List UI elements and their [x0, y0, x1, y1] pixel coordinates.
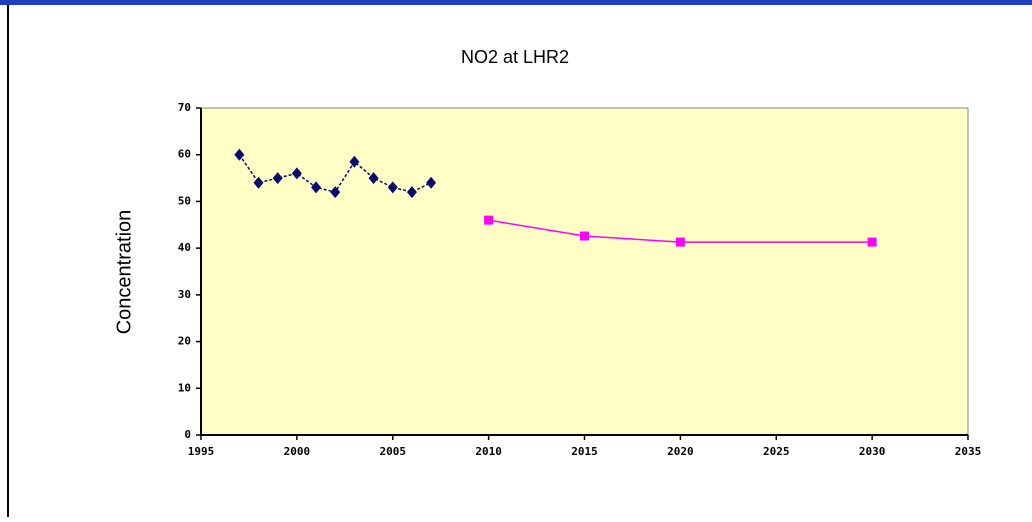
point: [291, 167, 302, 180]
chart-title: NO2 at LHR2: [461, 47, 569, 67]
point: [234, 148, 245, 161]
top-border: [0, 0, 1032, 5]
point: [368, 172, 379, 185]
y-tick-label: 30: [178, 288, 191, 301]
y-tick-label: 40: [178, 241, 191, 254]
point: [580, 231, 589, 241]
point: [675, 237, 685, 247]
point: [867, 237, 877, 247]
point: [311, 181, 322, 194]
x-tick-label: 2035: [955, 445, 982, 458]
y-tick-label: 0: [184, 428, 191, 441]
x-tick-label: 2005: [380, 445, 407, 458]
x-tick-label: 2000: [284, 445, 311, 458]
point: [349, 155, 360, 168]
point: [330, 186, 341, 199]
x-tick-label: 2020: [667, 445, 694, 458]
y-tick-label: 10: [178, 381, 191, 394]
plot-area: [200, 107, 969, 436]
x-tick-label: 2015: [571, 445, 598, 458]
point: [484, 215, 494, 225]
y-tick-label: 60: [178, 148, 191, 161]
y-tick-label: 70: [178, 101, 191, 114]
point: [387, 181, 398, 194]
x-tick-label: 1995: [188, 445, 215, 458]
point: [426, 176, 437, 189]
y-tick-label: 50: [178, 194, 191, 207]
point: [253, 176, 264, 189]
y-tick-label: 20: [178, 335, 191, 348]
point: [272, 172, 283, 185]
series-line: [488, 219, 873, 243]
x-tick-label: 2010: [475, 445, 502, 458]
y-axis-label: Concentration: [113, 210, 135, 335]
point: [406, 186, 417, 199]
x-tick-label: 2030: [859, 445, 886, 458]
x-tick-label: 2025: [763, 445, 790, 458]
